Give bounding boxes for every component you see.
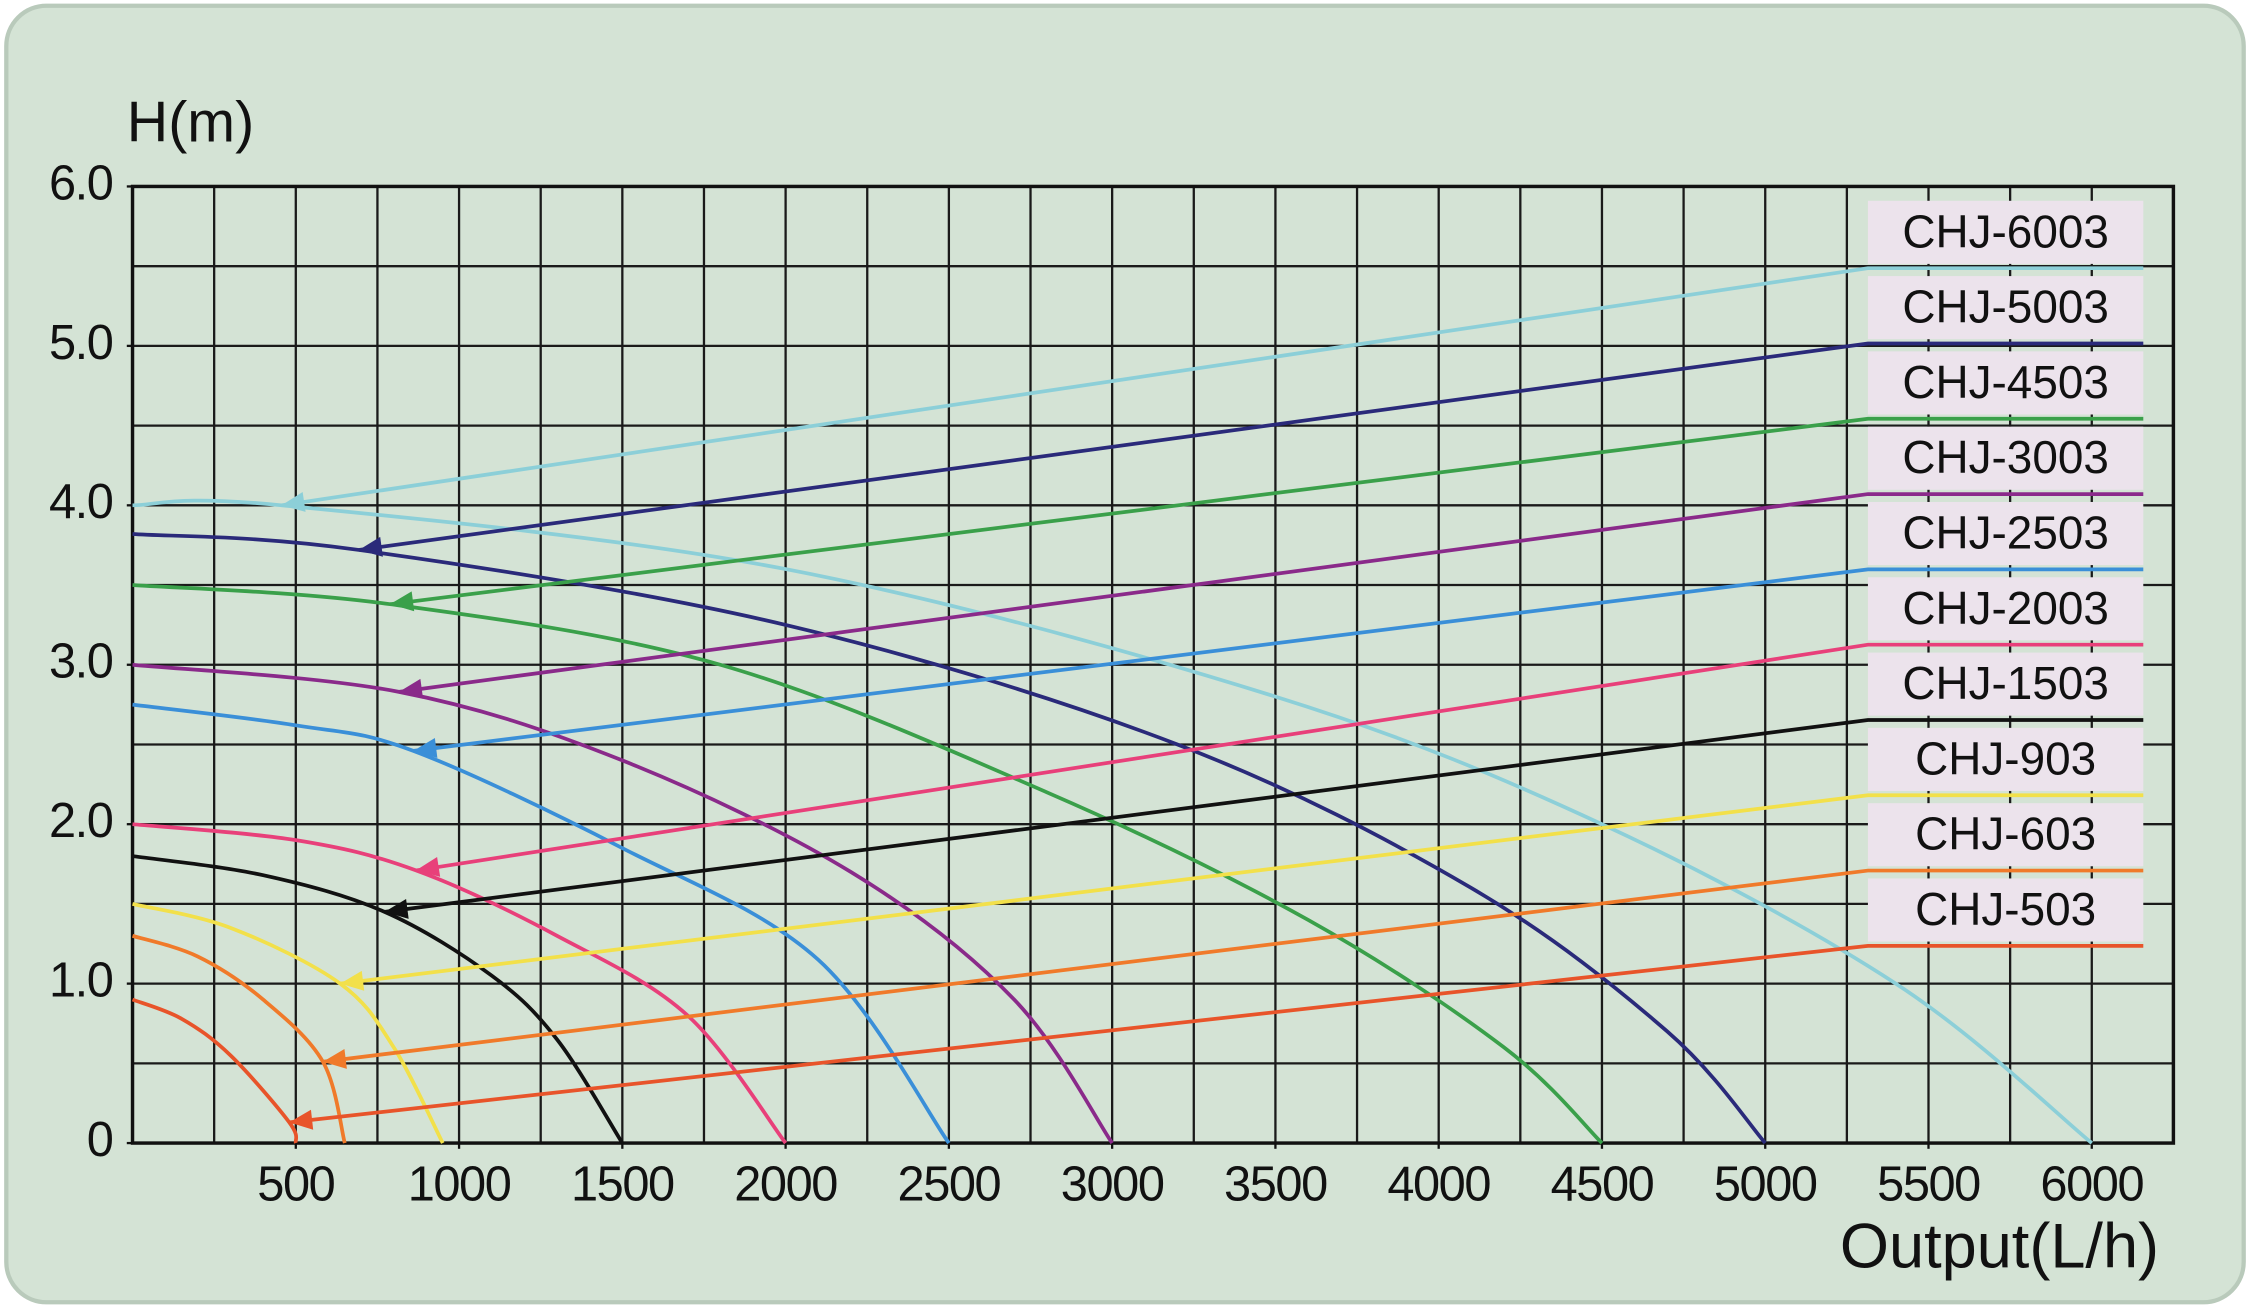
legend-box [1867,351,2144,415]
leader-line [289,943,2144,1125]
leader-line [389,416,2144,607]
legend-box [1867,276,2144,340]
leader-line [358,341,2144,552]
legend-label: CHJ-503 [1915,883,2096,935]
x-tick-label: 4500 [1551,1157,1654,1211]
arrow [415,856,441,877]
leader-line [398,492,2144,694]
legend-label: CHJ-1503 [1902,657,2109,709]
leader-line [339,793,2144,986]
leader-line [384,718,2144,914]
legend-box [1867,727,2144,791]
leader-line [322,868,2144,1064]
curve [132,662,1114,1145]
x-tick-label: 2000 [734,1157,837,1211]
x-tick-label: 5000 [1714,1157,1817,1211]
legend-label: CHJ-5003 [1902,281,2109,333]
curve [132,902,445,1144]
legend-box [1867,200,2144,264]
arrow [413,738,438,758]
x-tick-label: 6000 [2040,1157,2143,1211]
legend-label: CHJ-603 [1915,808,2096,860]
y-tick-label: 5.0 [49,316,113,370]
x-tick-label: 3000 [1061,1157,1164,1211]
x-tick-label: 500 [257,1157,334,1211]
legend-label: CHJ-2003 [1902,582,2109,634]
legend-box [1867,426,2144,490]
leader-line [415,642,2144,873]
y-axis-title: H(m) [127,90,254,154]
arrow [281,491,306,512]
legend-label: CHJ-6003 [1902,205,2109,257]
y-tick-label: 4.0 [49,475,113,529]
x-tick-label: 1500 [571,1157,674,1211]
legend-box [1867,577,2144,641]
curve [131,997,299,1144]
curve [132,498,2093,1145]
curve [132,583,1604,1145]
legend-box [1867,652,2144,716]
arrow [390,591,415,612]
arrow [289,1109,314,1130]
x-tick-label: 2500 [898,1157,1001,1211]
leader-line [281,266,2144,508]
y-tick-label: 2.0 [49,794,113,848]
y-tick-label: 6.0 [49,156,113,210]
legend-label: CHJ-4503 [1902,356,2109,408]
legend-label: CHJ-3003 [1902,431,2109,483]
y-tick-label: 3.0 [49,635,113,689]
x-tick-label: 3500 [1224,1157,1327,1211]
arrow [322,1048,347,1069]
legend-box [1867,501,2144,566]
y-tick-label: 0 [87,1113,113,1167]
curve [132,702,951,1145]
curve [131,934,347,1144]
x-tick-label: 1000 [408,1157,511,1211]
x-axis-title: Output(L/h) [1840,1211,2159,1281]
arrow [384,898,409,919]
x-tick-label: 5500 [1877,1157,1980,1211]
leader-line [413,567,2144,753]
arrow [340,970,365,991]
legend-label: CHJ-2503 [1902,507,2109,559]
curve [132,822,788,1145]
y-tick-label: 1.0 [49,954,113,1008]
x-tick-label: 4000 [1387,1157,1490,1211]
legend-box [1867,803,2144,867]
legend-box [1867,878,2144,942]
arrow [358,536,383,557]
arrow [398,678,424,699]
curve [132,854,624,1145]
legend-label: CHJ-903 [1915,732,2096,784]
